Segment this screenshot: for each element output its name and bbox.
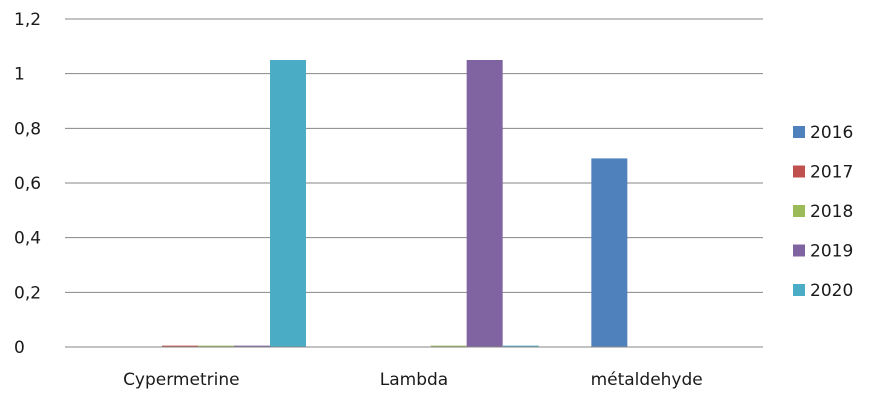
y-tick-label: 1,2 xyxy=(14,10,41,30)
bar-2020-lambda xyxy=(502,345,539,347)
legend-swatch-2017 xyxy=(793,165,805,178)
legend-label: 2019 xyxy=(810,242,853,262)
bars xyxy=(162,60,628,347)
bar-2019-lambda xyxy=(466,60,503,347)
bar-2020-cypermetrine xyxy=(270,60,306,347)
y-tick-label: 0 xyxy=(14,338,25,358)
x-category-label: Cypermetrine xyxy=(123,370,240,390)
legend-swatch-2016 xyxy=(793,126,805,138)
y-axis-ticks: 0 0,2 0,4 0,6 0,8 1 1,2 xyxy=(14,10,41,358)
bar-2018-lambda xyxy=(430,345,467,347)
y-tick-label: 1 xyxy=(14,65,25,85)
x-category-label: Lambda xyxy=(380,370,448,390)
legend: 2016 2017 2018 2019 2020 xyxy=(793,123,853,301)
x-category-label: métaldehyde xyxy=(591,370,703,390)
y-tick-label: 0,8 xyxy=(14,119,41,139)
bar-2017-cypermetrine xyxy=(162,345,198,347)
y-tick-label: 0,4 xyxy=(14,229,41,249)
gridlines xyxy=(65,18,763,293)
legend-label: 2017 xyxy=(810,163,853,183)
legend-swatch-2020 xyxy=(793,284,805,296)
legend-label: 2016 xyxy=(810,123,853,143)
legend-label: 2020 xyxy=(810,281,853,301)
legend-label: 2018 xyxy=(810,202,853,222)
legend-swatch-2018 xyxy=(793,205,805,217)
bar-2016-métaldehyde xyxy=(591,158,628,347)
legend-swatch-2019 xyxy=(793,244,805,257)
x-axis-categories: Cypermetrine Lambda métaldehyde xyxy=(123,370,703,390)
y-tick-label: 0,2 xyxy=(14,283,41,303)
y-tick-label: 0,6 xyxy=(14,174,41,194)
bar-2019-cypermetrine xyxy=(234,345,270,347)
bar-2018-cypermetrine xyxy=(198,345,234,347)
